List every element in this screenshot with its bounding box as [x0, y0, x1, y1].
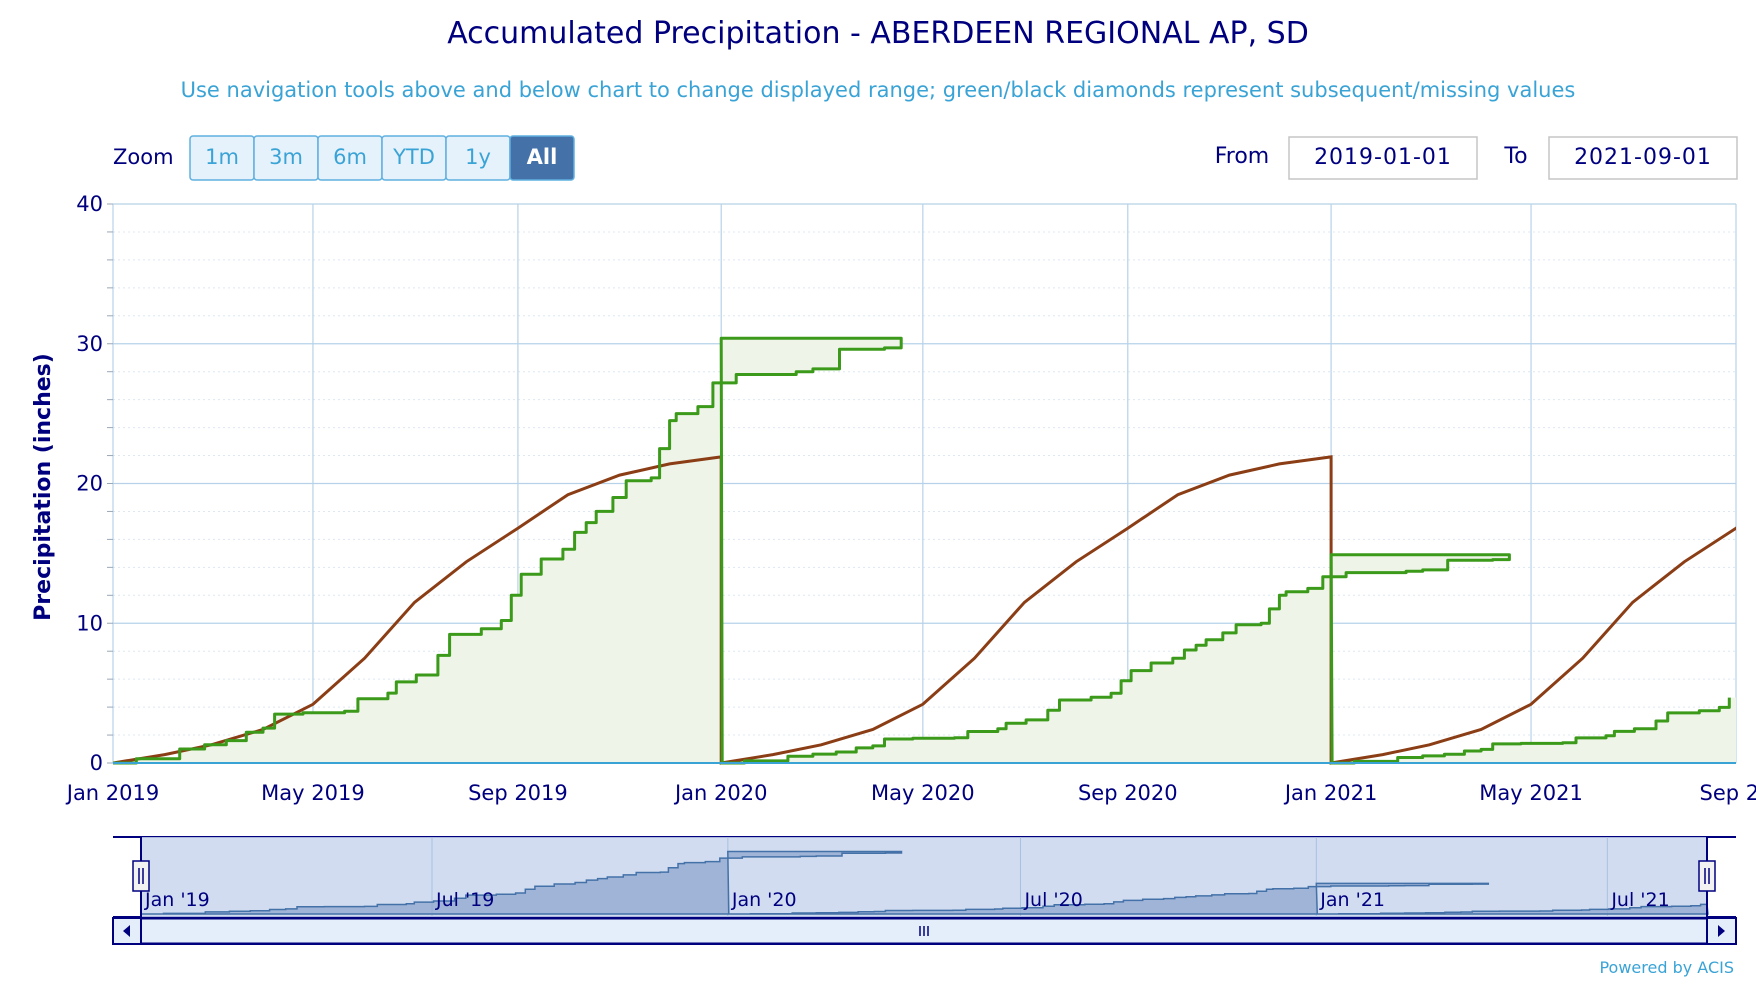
x-tick-label: Jan 2019: [65, 781, 160, 805]
x-tick-label: May 2021: [1479, 781, 1583, 805]
zoom-label: Zoom: [113, 145, 174, 169]
x-tick-label: Sep 20: [1700, 781, 1756, 805]
x-tick-label: Jan 2021: [1283, 781, 1378, 805]
chevron-right-icon: [1718, 925, 1725, 937]
x-tick-label: May 2020: [871, 781, 975, 805]
from-date-input[interactable]: 2019-01-01: [1288, 136, 1478, 180]
zoom-button-label: YTD: [392, 145, 435, 169]
chevron-left-icon: [123, 925, 130, 937]
zoom-button-1y[interactable]: 1y: [445, 135, 511, 181]
zoom-button-label: 3m: [269, 145, 303, 169]
normal-series-line: [113, 455, 1736, 765]
navigator-selected-range[interactable]: [141, 837, 1707, 917]
scrollbar[interactable]: [112, 917, 1737, 945]
y-tick-label: 30: [76, 332, 103, 356]
to-date-input[interactable]: 2021-09-01: [1548, 136, 1738, 180]
zoom-button-6m[interactable]: 6m: [317, 135, 383, 181]
y-tick-label: 0: [90, 751, 103, 775]
zoom-button-label: 1m: [205, 145, 239, 169]
credits-link[interactable]: Powered by ACIS: [1599, 958, 1734, 977]
navigator-tick-label: Jul '20: [1023, 889, 1082, 911]
scroll-left-button[interactable]: [112, 917, 142, 945]
zoom-button-label: All: [527, 145, 558, 169]
x-tick-label: Jan 2020: [673, 781, 768, 805]
navigator-tick-label: Jan '20: [731, 889, 797, 911]
y-axis-title: Precipitation (inches): [31, 353, 56, 621]
zoom-button-3m[interactable]: 3m: [253, 135, 319, 181]
zoom-button-all[interactable]: All: [509, 135, 575, 181]
zoom-button-label: 1y: [465, 145, 491, 169]
x-tick-label: May 2019: [261, 781, 365, 805]
chart-title: Accumulated Precipitation - ABERDEEN REG…: [447, 16, 1309, 51]
navigator-tick-label: Jul '21: [1610, 889, 1669, 911]
y-tick-label: 10: [76, 611, 103, 635]
navigator-tick-label: Jan '21: [1319, 889, 1385, 911]
to-date-value: 2021-09-01: [1574, 145, 1712, 170]
navigator[interactable]: Jan '19 Jul '19 Jan '20 Jul '20 Jan '21 …: [113, 836, 1736, 918]
plot-area: [107, 203, 1737, 765]
x-tick-label: Sep 2020: [1078, 781, 1178, 805]
y-tick-label: 20: [76, 472, 103, 496]
navigator-right-handle[interactable]: [1698, 860, 1716, 892]
y-tick-label: 40: [76, 192, 103, 216]
from-date-value: 2019-01-01: [1314, 145, 1452, 170]
y-axis-minor-ticks: [107, 203, 113, 764]
zoom-button-ytd[interactable]: YTD: [381, 135, 447, 181]
zoom-button-label: 6m: [333, 145, 367, 169]
chart-subtitle: Use navigation tools above and below cha…: [181, 78, 1576, 102]
navigator-left-handle[interactable]: [132, 860, 150, 892]
x-tick-label: Sep 2019: [468, 781, 568, 805]
observed-series-line: [113, 336, 1731, 765]
from-label: From: [1215, 144, 1270, 169]
to-label: To: [1503, 144, 1527, 169]
scrollbar-grip-icon: [919, 926, 929, 936]
scroll-right-button[interactable]: [1706, 917, 1737, 945]
navigator-tick-label: Jan '19: [144, 889, 210, 911]
zoom-button-1m[interactable]: 1m: [189, 135, 255, 181]
minor-gridlines: [113, 231, 1736, 736]
navigator-series: [141, 850, 1709, 915]
navigator-tick-label: Jul '19: [435, 889, 494, 911]
